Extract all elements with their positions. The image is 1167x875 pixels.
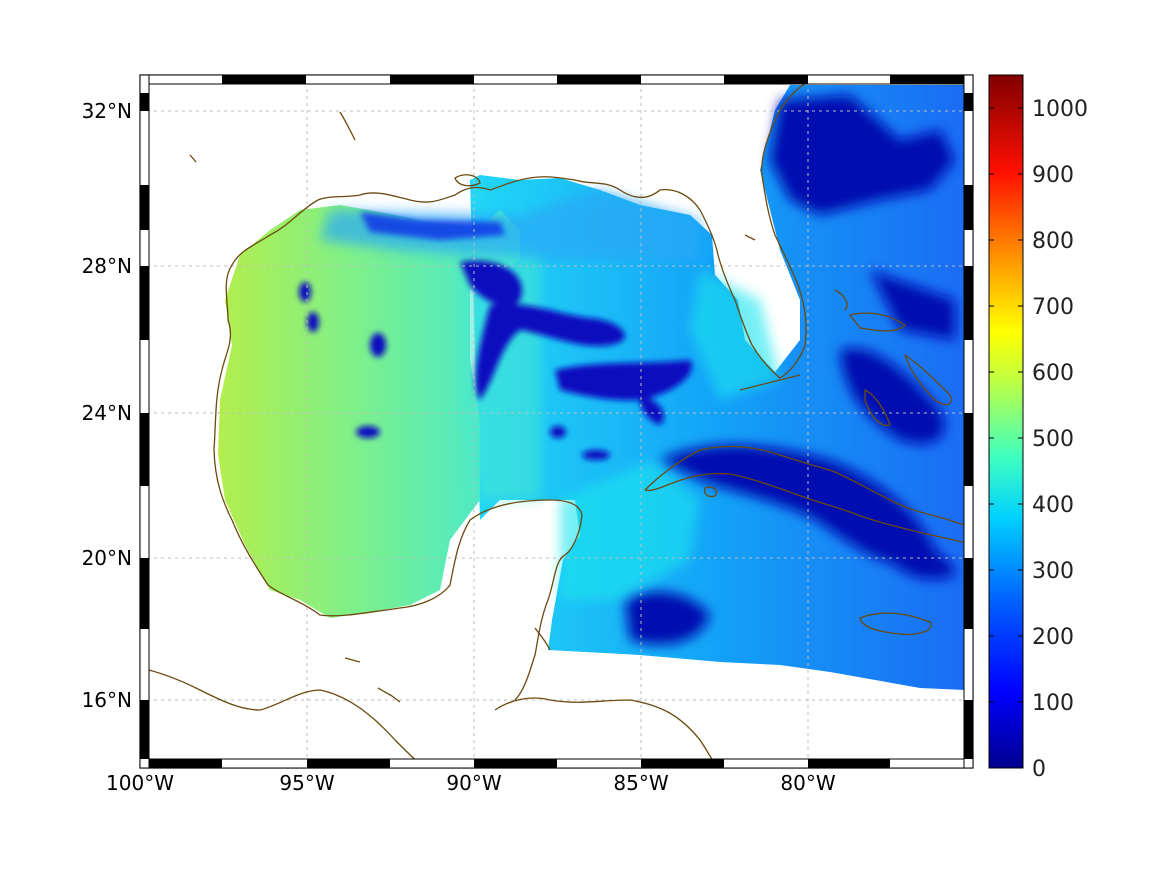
colorbar: 0 100 200 300 400 500 600 700 800 900 1000 xyxy=(988,74,1088,782)
colorbar-tick-label: 900 xyxy=(1032,163,1074,188)
lat-label: 24°N xyxy=(82,401,132,425)
low-value-eddies xyxy=(299,260,692,460)
latitude-labels: 32°N 28°N 24°N 20°N 16°N xyxy=(82,99,132,712)
colorbar-tick-label: 100 xyxy=(1032,691,1074,716)
colorbar-tick-label: 500 xyxy=(1032,427,1074,452)
lon-label: 95°W xyxy=(279,771,334,795)
lon-label: 80°W xyxy=(780,771,835,795)
lon-label: 100°W xyxy=(106,771,174,795)
colorbar-gradient xyxy=(988,74,1024,769)
colorbar-tick-label: 700 xyxy=(1032,295,1074,320)
data-field xyxy=(218,85,965,690)
colorbar-tick-label: 200 xyxy=(1032,625,1074,650)
colorbar-tick-label: 800 xyxy=(1032,229,1074,254)
lat-label: 32°N xyxy=(82,99,132,123)
lon-label: 90°W xyxy=(446,771,501,795)
colorbar-ticks: 0 100 200 300 400 500 600 700 800 900 1000 xyxy=(989,97,1088,782)
colorbar-tick-label: 300 xyxy=(1032,559,1074,584)
colorbar-tick-label: 400 xyxy=(1032,493,1074,518)
lat-label: 16°N xyxy=(82,688,132,712)
longitude-labels: 100°W 95°W 90°W 85°W 80°W xyxy=(106,771,836,795)
graticule xyxy=(140,75,973,768)
lon-label: 85°W xyxy=(613,771,668,795)
colorbar-tick-label: 0 xyxy=(1032,757,1046,782)
axes-frame xyxy=(139,74,974,769)
lat-label: 20°N xyxy=(82,546,132,570)
colorbar-tick-label: 600 xyxy=(1032,361,1074,386)
colorbar-tick-label: 1000 xyxy=(1032,97,1088,122)
coastlines xyxy=(140,77,973,768)
lat-label: 28°N xyxy=(82,254,132,278)
west-ocean-field xyxy=(218,205,520,618)
